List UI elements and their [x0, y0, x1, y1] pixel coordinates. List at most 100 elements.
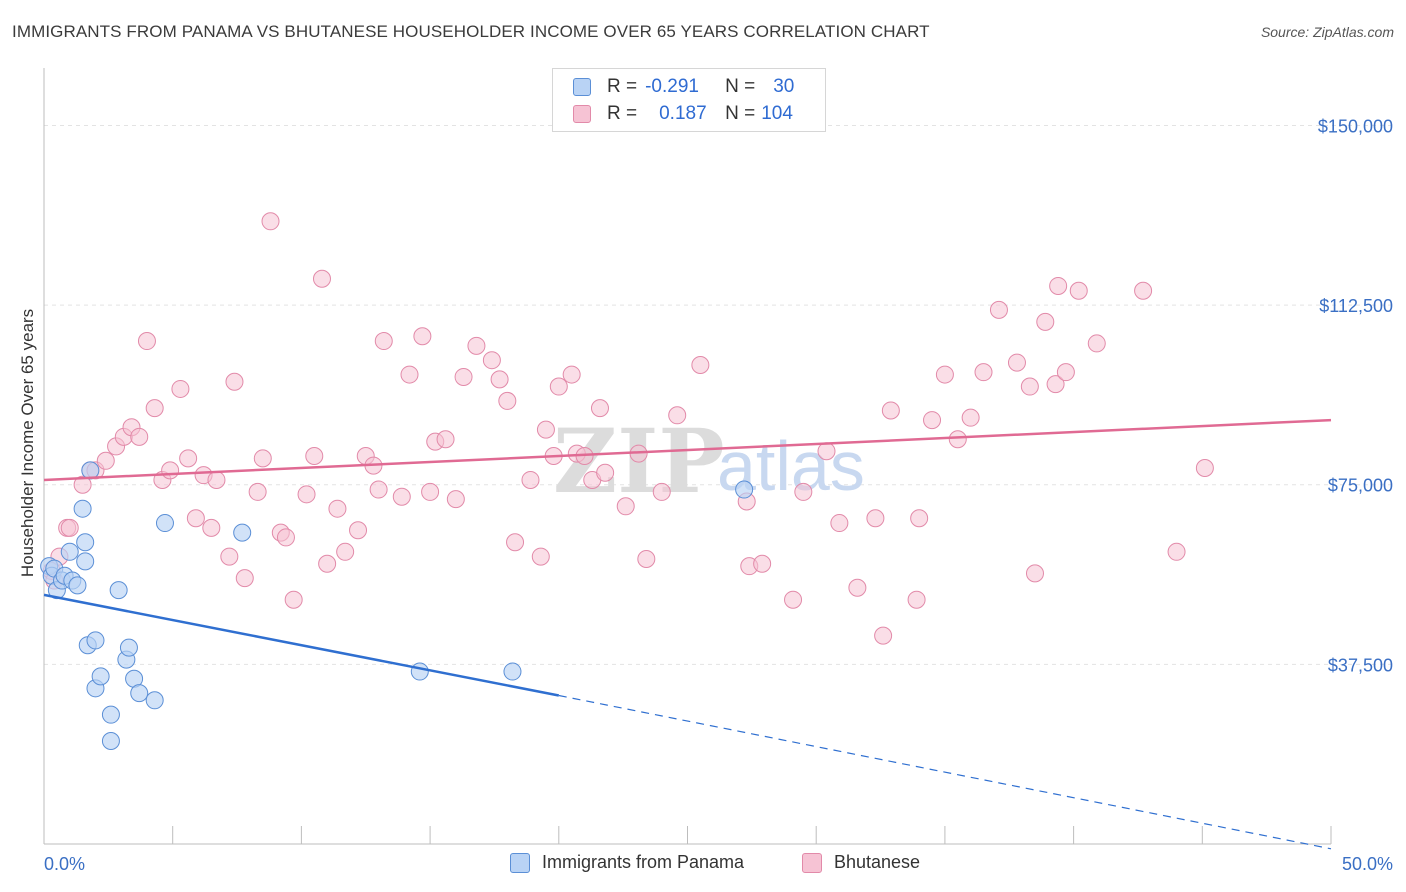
bhutanese-point	[446, 490, 465, 509]
bhutanese-point	[830, 514, 849, 533]
bhutanese-point	[1046, 375, 1065, 394]
panama-point	[119, 638, 138, 657]
bhutanese-point	[312, 269, 331, 288]
bhutanese-point	[1020, 377, 1039, 396]
y-tick-labels: $37,500 $75,000 $112,500 $150,000	[1318, 116, 1393, 675]
bhutanese-point	[784, 590, 803, 609]
y-tick-label: $112,500	[1319, 296, 1393, 316]
bhutanese-point	[349, 521, 368, 540]
bhutanese-point	[531, 547, 550, 566]
bhutanese-point	[961, 408, 980, 427]
bhutanese-point	[413, 327, 432, 346]
bhutanese-point	[179, 449, 198, 468]
bhutanese-point	[318, 554, 337, 573]
bhutanese-point	[506, 533, 525, 552]
panama-point	[155, 514, 174, 533]
bhutanese-point	[336, 542, 355, 561]
bhutanese-point	[207, 470, 226, 489]
bhutanese-point	[536, 420, 555, 439]
panama-point	[101, 705, 120, 724]
panama-points	[40, 461, 754, 751]
bhutanese-point	[137, 332, 156, 351]
panama-trend-extension	[558, 694, 1332, 850]
bhutanese-point	[498, 391, 517, 410]
panama-point	[410, 662, 429, 681]
bhutanese-point	[874, 626, 893, 645]
legend-row-bhutanese: R = 0.187 N = 104	[573, 102, 793, 126]
bhutanese-point	[848, 578, 867, 597]
r-value-bhutanese: 0.187	[659, 103, 707, 124]
bhutanese-point	[1025, 564, 1044, 583]
bhutanese-point	[171, 379, 190, 398]
x-tick-label-max: 50.0%	[1342, 854, 1393, 874]
panama-point	[76, 552, 95, 571]
bhutanese-point	[866, 509, 885, 528]
bhutanese-point	[989, 300, 1008, 319]
bhutanese-point	[436, 430, 455, 449]
bhutanese-point	[220, 547, 239, 566]
bhutanese-point	[297, 485, 316, 504]
r-label: R =	[607, 103, 638, 124]
panama-point	[101, 732, 120, 751]
bhutanese-point	[328, 499, 347, 518]
bhutanese-point	[1007, 353, 1026, 372]
bhutanese-swatch-icon	[573, 105, 591, 123]
bhutanese-point	[1087, 334, 1106, 353]
n-label: N =	[725, 103, 756, 124]
bhutanese-point	[1069, 281, 1088, 300]
panama-point	[233, 523, 252, 542]
bhutanese-point	[910, 509, 929, 528]
bhutanese-trend-line	[43, 418, 1332, 482]
bhutanese-point	[753, 554, 772, 573]
chart-title: IMMIGRANTS FROM PANAMA VS BHUTANESE HOUS…	[12, 22, 930, 41]
bhutanese-point	[261, 212, 280, 231]
bhutanese-point	[652, 482, 671, 501]
bhutanese-legend-icon	[802, 852, 822, 873]
bhutanese-point	[907, 590, 926, 609]
n-value-bhutanese: 104	[761, 103, 793, 124]
panama-legend-icon	[510, 852, 530, 873]
bhutanese-point	[253, 449, 272, 468]
bhutanese-point	[225, 372, 244, 391]
bhutanese-point	[186, 509, 205, 528]
panama-point	[73, 499, 92, 518]
x-ticks	[43, 826, 1332, 844]
bhutanese-point	[130, 427, 149, 446]
panama-point	[68, 576, 87, 595]
bhutanese-point	[400, 365, 419, 384]
bhutanese-point	[616, 497, 635, 516]
bhutanese-point	[145, 399, 164, 418]
bhutanese-point	[596, 463, 615, 482]
panama-point	[130, 684, 149, 703]
panama-swatch-icon	[573, 78, 591, 96]
legend-row-panama: R = -0.291 N = 30	[573, 75, 794, 99]
n-label: N =	[725, 76, 756, 97]
n-value-panama: 30	[773, 76, 795, 97]
panama-trend-line	[43, 593, 560, 697]
bhutanese-point	[637, 549, 656, 568]
bhutanese-point	[392, 487, 411, 506]
bhutanese-point	[549, 377, 568, 396]
panama-point	[86, 631, 105, 650]
panama-point	[60, 542, 79, 561]
bhutanese-point	[482, 351, 501, 370]
bhutanese-point	[369, 480, 388, 499]
bhutanese-point	[923, 411, 942, 430]
panama-point	[503, 662, 522, 681]
bhutanese-point	[276, 528, 295, 547]
bhutanese-point	[668, 406, 687, 425]
r-value-panama: -0.291	[645, 76, 699, 97]
source-label: Source: ZipAtlas.com	[1260, 24, 1394, 40]
y-axis-title: Householder Income Over 65 years	[18, 309, 37, 577]
bhutanese-point	[374, 332, 393, 351]
legend-label-panama: Immigrants from Panama	[542, 852, 745, 872]
trend-lines	[43, 418, 1332, 850]
bhutanese-point	[562, 365, 581, 384]
bhutanese-point	[248, 482, 267, 501]
bhutanese-point	[935, 365, 954, 384]
bhutanese-point	[454, 367, 473, 386]
bhutanese-point	[161, 461, 180, 480]
bhutanese-point	[305, 447, 324, 465]
bhutanese-point	[817, 442, 836, 461]
